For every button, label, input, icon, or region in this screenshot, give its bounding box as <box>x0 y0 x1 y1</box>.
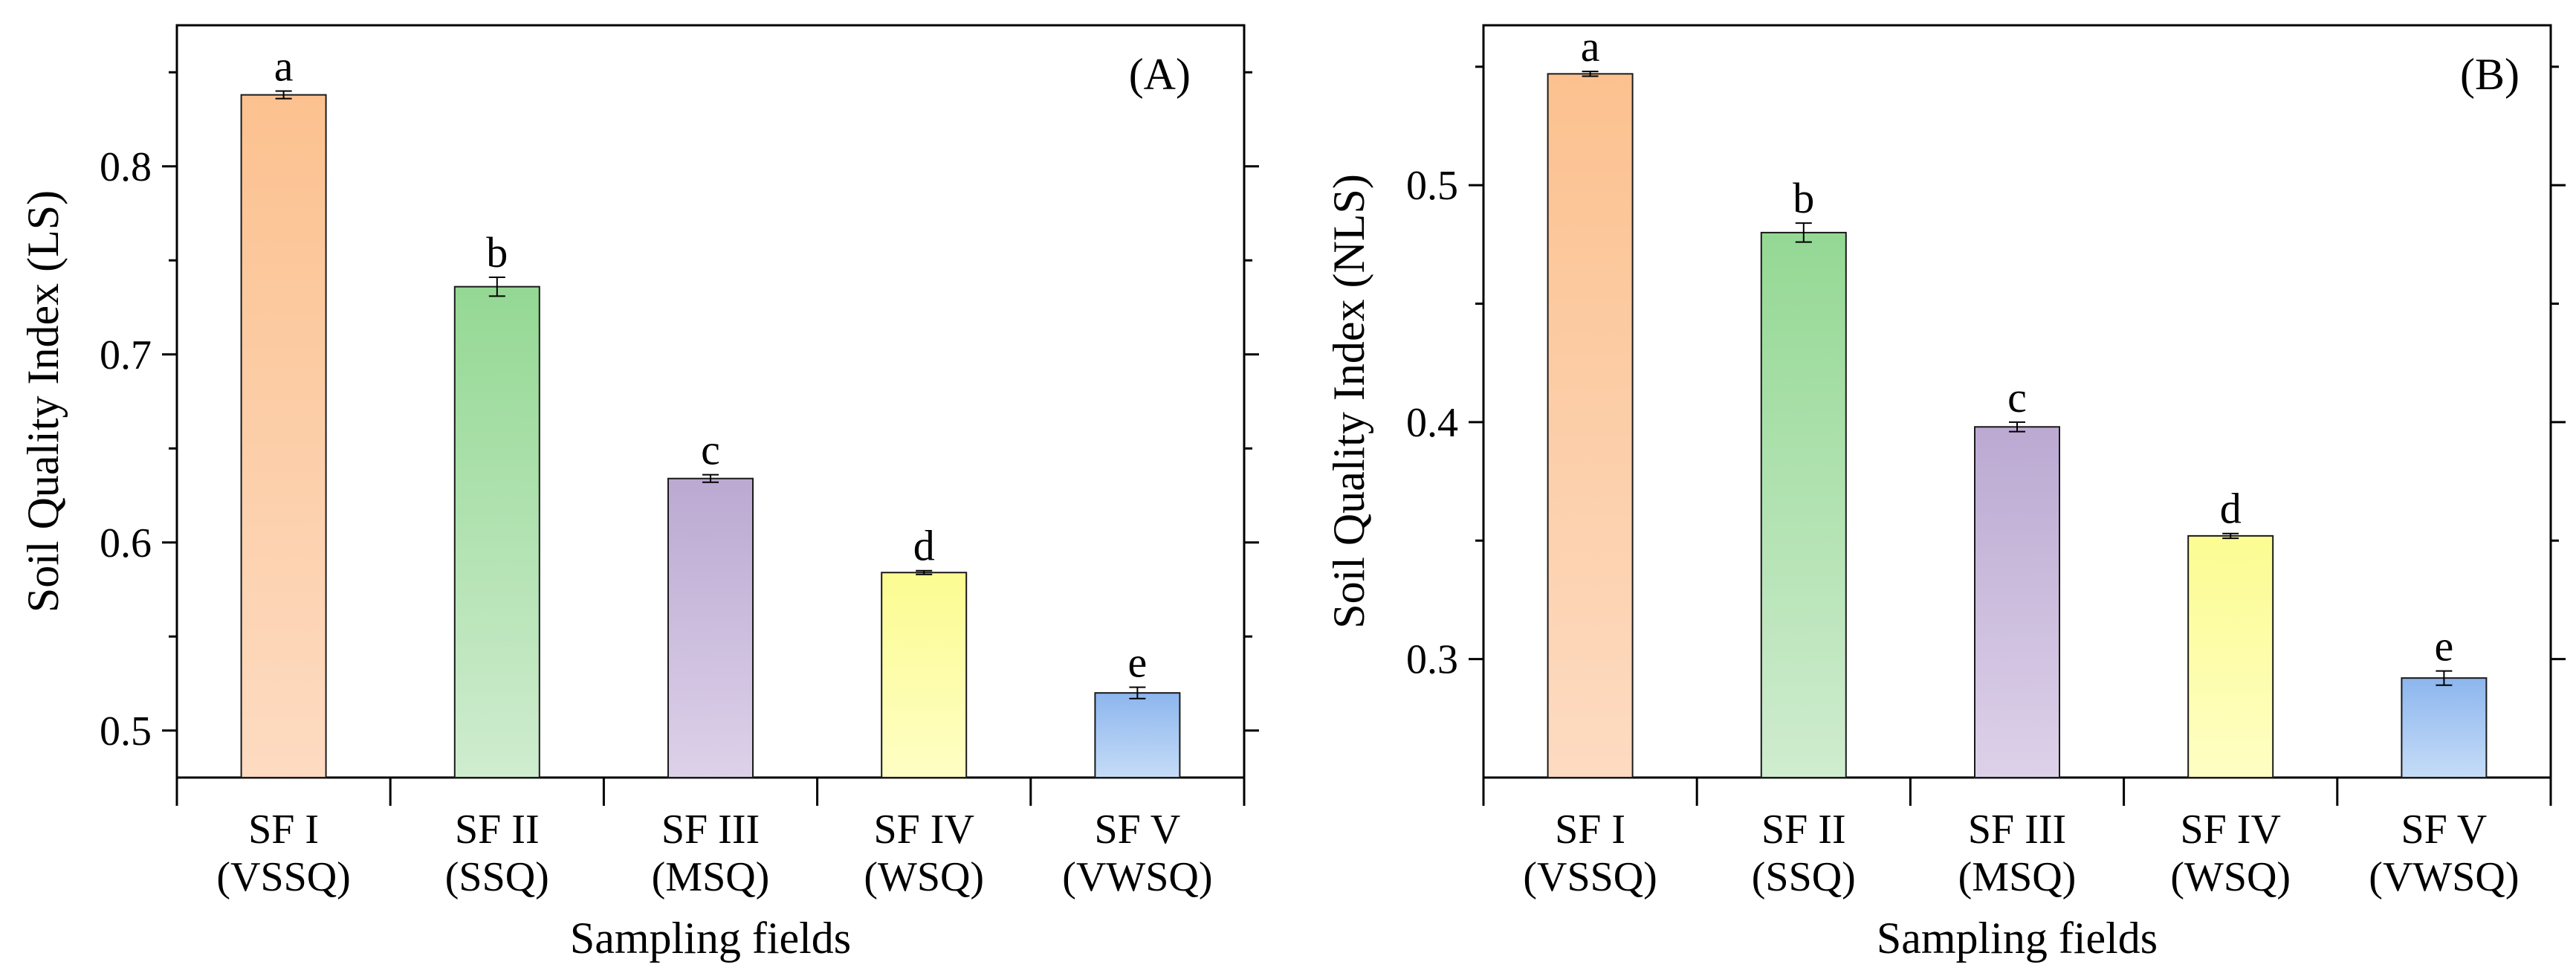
panel-a-ytick-label: 0.6 <box>100 520 152 566</box>
panel-a-y-axis: 0.5 0.6 0.7 0.8 <box>100 71 1259 755</box>
panel-b-bar <box>2187 534 2274 778</box>
panel-a-category-label: SF I <box>248 807 319 853</box>
panel-b-bar <box>1760 231 1847 778</box>
panel-b-bar <box>1547 73 1634 778</box>
panel-b-category-sublabel: (VWSQ) <box>2369 854 2519 900</box>
panel-a-significance-letter: d <box>913 522 935 570</box>
panel-b-bar <box>2401 677 2488 779</box>
panel-a-ytick-label: 0.5 <box>100 708 152 755</box>
panel-b-significance-letter: e <box>2435 622 2454 671</box>
panel-a-bar <box>881 572 968 778</box>
panel-b-ytick-label: 0.3 <box>1406 637 1458 683</box>
panel-a-category-label: SF II <box>455 807 540 853</box>
panel-a-bar <box>667 477 754 778</box>
panel-b-bars: a b c d e <box>1547 22 2488 779</box>
panel-a-ytick-label: 0.7 <box>100 332 152 378</box>
panel-b-x-axis: SF I(VSSQ) SF II(SSQ) SF III(MSQ) SF IV(WSQ… <box>1482 778 2552 900</box>
panel-b-ytick-label: 0.5 <box>1406 163 1458 209</box>
panel-b-significance-letter: b <box>1793 174 1814 222</box>
panel-a-x-axis-title: Sampling fields <box>570 914 851 963</box>
panel-a-category-sublabel: (VWSQ) <box>1062 854 1212 900</box>
panel-a-ytick-label: 0.8 <box>100 144 152 190</box>
panel-a-significance-letter: a <box>274 42 294 91</box>
panel-a-bar <box>240 94 327 779</box>
panel-b-category-label: SF II <box>1761 807 1846 853</box>
panel-a-significance-letter: b <box>486 228 508 277</box>
panel-b-x-axis-title: Sampling fields <box>1877 914 2158 963</box>
panel-b-significance-letter: d <box>2220 485 2242 533</box>
panel-b-category-label: SF I <box>1555 807 1625 853</box>
panel-b-category-label: SF V <box>2401 807 2488 853</box>
panel-b-significance-letter: c <box>2007 373 2027 421</box>
panel-b-label: (B) <box>2460 50 2520 99</box>
panel-a-y-axis-title: Soil Quality Index (LS) <box>19 190 68 613</box>
panel-a-category-label: SF III <box>661 807 760 853</box>
panel-b-category-sublabel: (WSQ) <box>2170 854 2291 900</box>
panel-b-y-axis-title: Soil Quality Index (NLS) <box>1324 174 1373 629</box>
panel-b-bar <box>1974 426 2060 779</box>
panel-b-category-label: SF IV <box>2181 807 2281 853</box>
panel-a-category-label: SF IV <box>874 807 974 853</box>
panel-a-category-label: SF V <box>1095 807 1181 853</box>
panel-a-x-axis: SF I(VSSQ) SF II(SSQ) SF III(MSQ) SF IV(WSQ… <box>175 778 1246 900</box>
panel-b-category-sublabel: (MSQ) <box>1958 854 2077 900</box>
panel-b-y-axis: 0.3 0.4 0.5 <box>1406 65 2566 683</box>
panel-a-category-sublabel: (WSQ) <box>864 854 984 900</box>
panel-b-category-sublabel: (SSQ) <box>1752 854 1856 900</box>
panel-b-significance-letter: a <box>1581 22 1600 71</box>
panel-a-category-sublabel: (MSQ) <box>652 854 770 900</box>
panel-a-category-sublabel: (VSSQ) <box>216 854 350 900</box>
panel-a-significance-letter: c <box>701 426 720 474</box>
panel-a-bar <box>453 285 540 779</box>
panel-b-ytick-label: 0.4 <box>1406 400 1458 446</box>
panel-a-category-sublabel: (SSQ) <box>445 854 549 900</box>
panel-a-significance-letter: e <box>1128 639 1148 687</box>
panel-b-category-sublabel: (VSSQ) <box>1523 854 1657 900</box>
panel-a-bar <box>1094 692 1181 779</box>
panel-a-label: (A) <box>1129 50 1191 99</box>
panel-b-category-label: SF III <box>1968 807 2066 853</box>
panel-a-bars: a b c d e <box>240 42 1181 779</box>
